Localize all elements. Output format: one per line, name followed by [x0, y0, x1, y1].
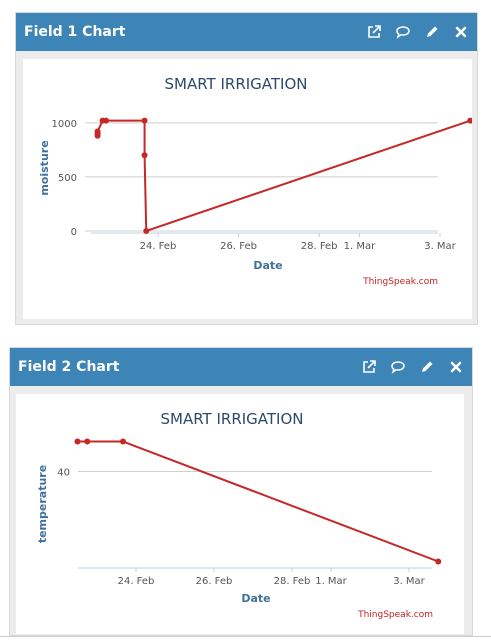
- comment-icon[interactable]: [395, 24, 411, 40]
- external-link-icon[interactable]: [361, 359, 377, 375]
- close-icon[interactable]: [453, 24, 469, 40]
- thingspeak-credit[interactable]: ThingSpeak.com: [357, 610, 433, 620]
- y-tick-label: 1000: [52, 119, 77, 130]
- x-tick-label: 1. Mar: [315, 576, 347, 587]
- data-point[interactable]: [74, 438, 81, 445]
- series-line: [96, 119, 471, 233]
- y-tick-label: 0: [71, 227, 77, 238]
- widget-title: Field 1 Chart: [24, 24, 126, 40]
- data-point[interactable]: [435, 558, 442, 565]
- x-tick-label: 26. Feb: [220, 241, 257, 252]
- data-point[interactable]: [143, 228, 150, 234]
- chart-2-svg: SMART IRRIGATION 40 24. Feb 26. Feb 28. Fe…: [36, 410, 442, 620]
- data-point[interactable]: [102, 117, 109, 124]
- data-point[interactable]: [467, 117, 472, 124]
- series-line: [77, 440, 439, 563]
- data-point[interactable]: [141, 152, 148, 159]
- x-tick-label: 24. Feb: [118, 576, 155, 587]
- widget-header: Field 2 Chart: [10, 348, 472, 386]
- y-tick-label: 500: [58, 173, 77, 184]
- external-link-icon[interactable]: [366, 24, 382, 40]
- field-2-chart-widget: Field 2 Chart SMART IRRIGATION 40 24. Fe…: [9, 347, 473, 636]
- data-point[interactable]: [120, 438, 126, 445]
- series-points: [74, 438, 442, 565]
- x-tick-labels: 24. Feb 26. Feb 28. Feb 1. Mar 3. Mar: [118, 568, 426, 587]
- y-grid: [85, 122, 438, 232]
- data-point[interactable]: [141, 117, 148, 124]
- chart-panel: SMART IRRIGATION 0 500 1000 24. Feb 26. Feb…: [23, 59, 472, 319]
- pencil-icon[interactable]: [419, 359, 435, 375]
- chart-title: SMART IRRIGATION: [160, 410, 303, 428]
- data-point[interactable]: [84, 438, 91, 445]
- data-point[interactable]: [94, 128, 101, 135]
- y-tick-label: 40: [57, 468, 70, 479]
- page-divider: [0, 636, 491, 637]
- close-icon[interactable]: [448, 359, 464, 375]
- widget-header: Field 1 Chart: [16, 13, 477, 51]
- widget-title: Field 2 Chart: [18, 359, 120, 375]
- x-tick-label: 3. Mar: [424, 241, 456, 252]
- pencil-icon[interactable]: [424, 24, 440, 40]
- series-points: [94, 117, 472, 234]
- x-tick-label: 24. Feb: [140, 241, 177, 252]
- x-tick-label: 26. Feb: [196, 576, 233, 587]
- chart-panel: SMART IRRIGATION 40 24. Feb 26. Feb 28. Fe…: [16, 394, 464, 634]
- x-tick-label: 3. Mar: [393, 576, 425, 587]
- x-tick-label: 28. Feb: [274, 576, 311, 587]
- x-tick-label: 1. Mar: [344, 241, 376, 252]
- x-tick-labels: 24. Feb 26. Feb 28. Feb 1. Mar 3. Mar: [140, 233, 457, 252]
- chart-1-svg: SMART IRRIGATION 0 500 1000 24. Feb 26. Feb…: [38, 75, 472, 287]
- y-tick-labels: 0 500 1000: [52, 119, 77, 238]
- field-1-chart-widget: Field 1 Chart SMART IRRIGATION 0 500 1000 …: [15, 12, 478, 325]
- x-axis-label: Date: [253, 259, 282, 272]
- x-tick-label: 28. Feb: [301, 241, 338, 252]
- x-axis-label: Date: [241, 592, 270, 605]
- comment-icon[interactable]: [390, 359, 406, 375]
- thingspeak-credit[interactable]: ThingSpeak.com: [362, 277, 438, 287]
- y-axis-label: temperature: [36, 465, 49, 543]
- chart-title: SMART IRRIGATION: [164, 75, 307, 93]
- y-tick-labels: 40: [57, 468, 70, 479]
- y-axis-label: moisture: [38, 140, 51, 195]
